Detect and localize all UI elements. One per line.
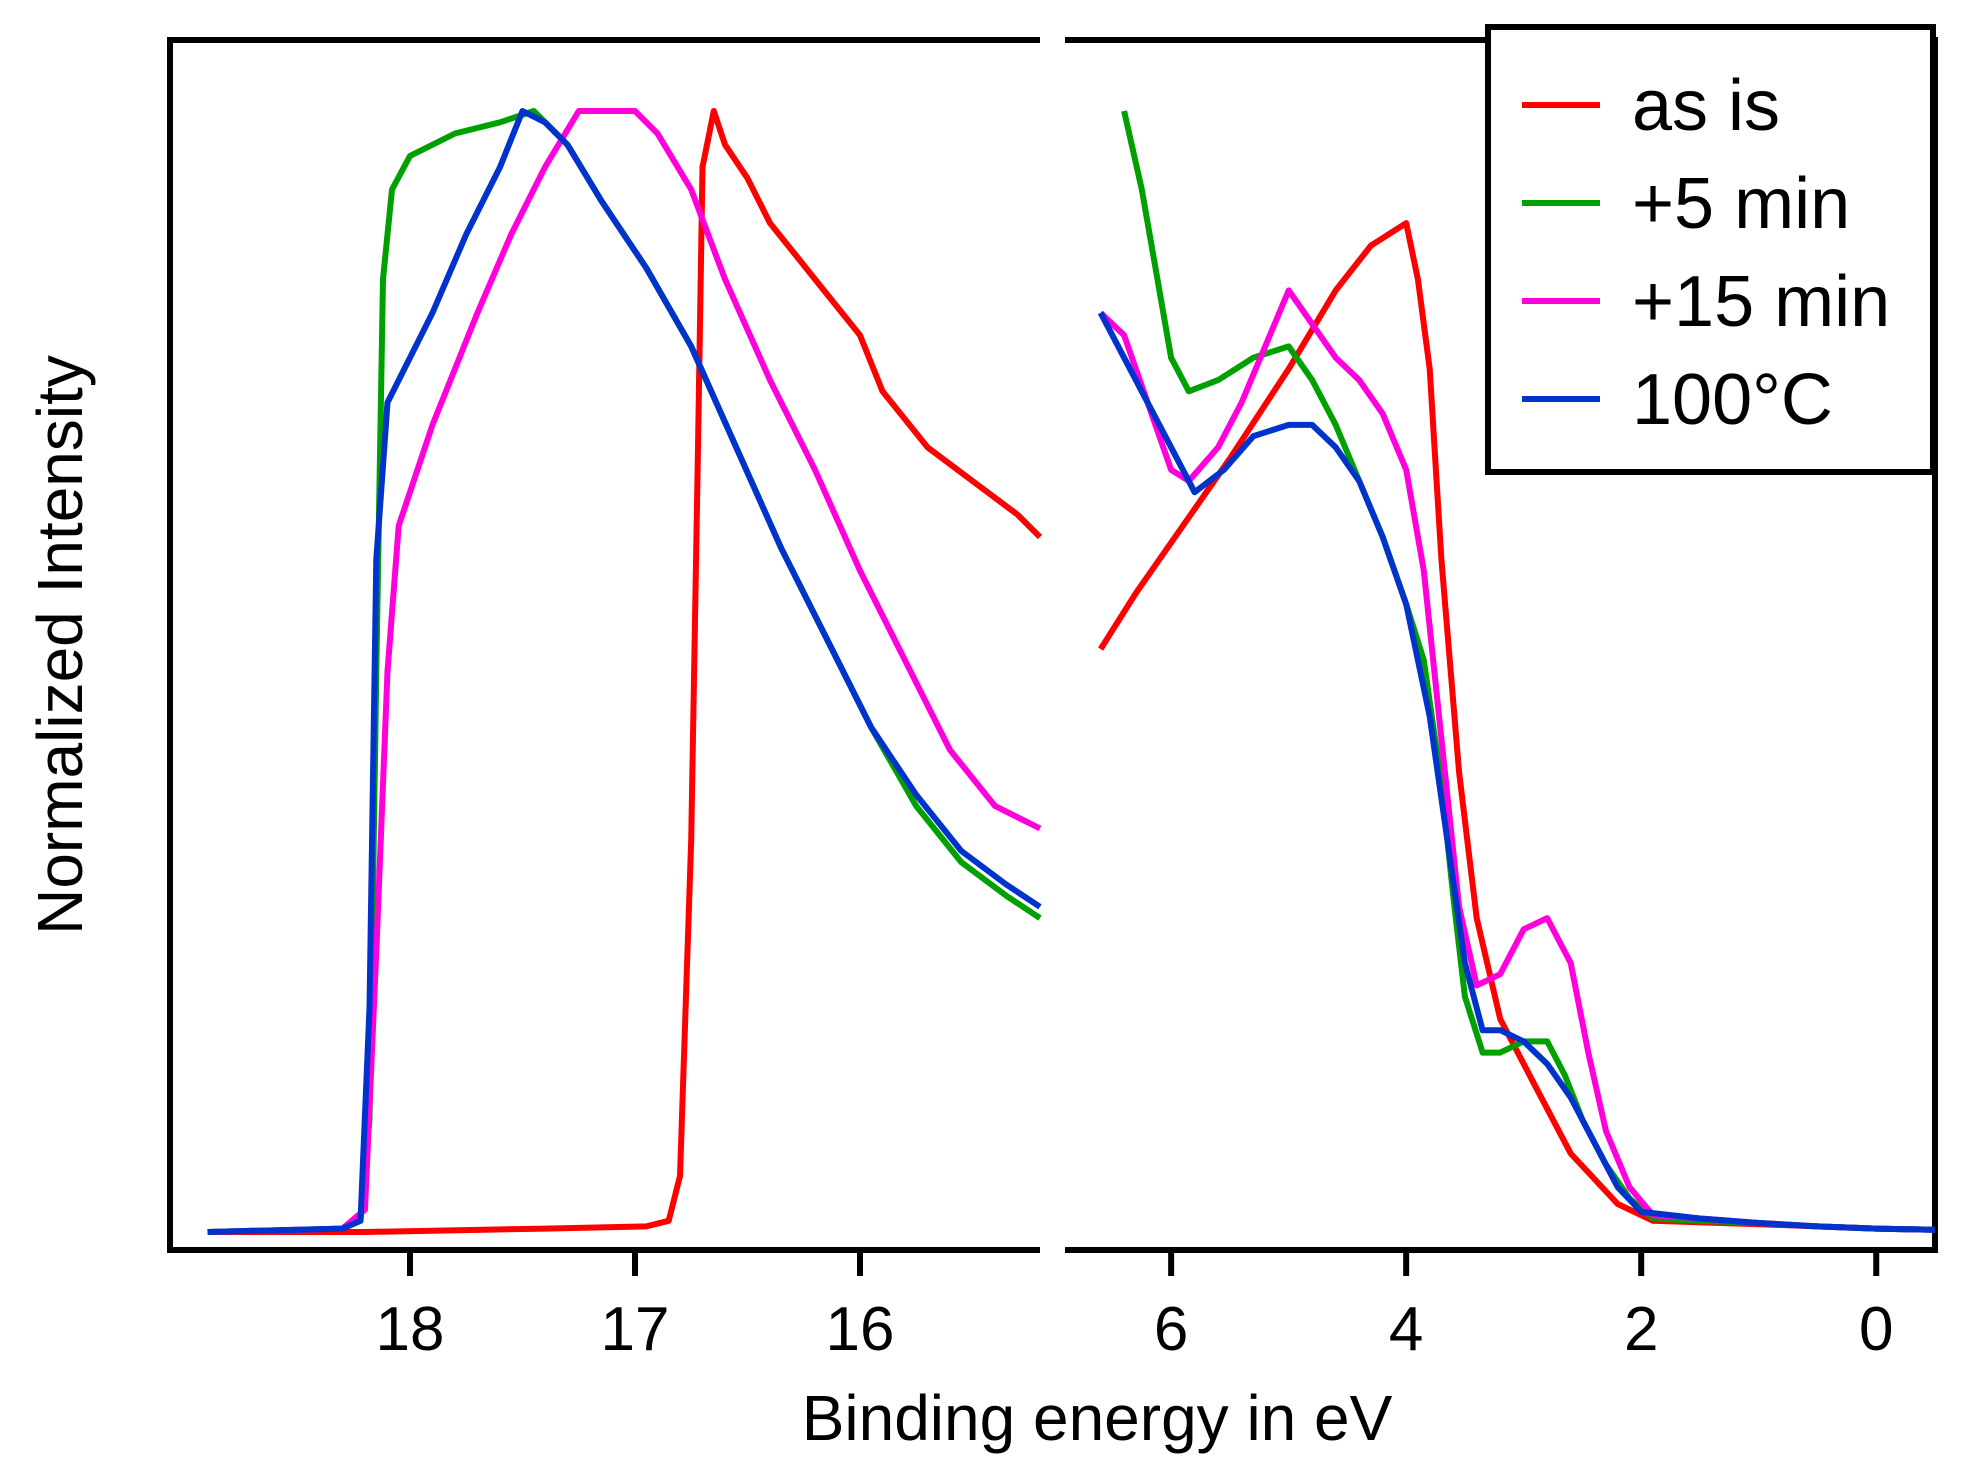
right-tick-label-3: 0 — [1859, 1295, 1893, 1364]
series-4-left-line — [207, 108, 1042, 1235]
left-tick-label-0: 18 — [376, 1295, 445, 1364]
series-1-right-line — [1098, 220, 1936, 1233]
legend-label-4: 100°C — [1632, 360, 1833, 440]
right-tick-label-1: 4 — [1389, 1295, 1423, 1364]
tick-layer: 18 17 16 6 4 2 0 — [376, 1250, 1893, 1364]
series-layer — [207, 108, 1936, 1235]
right-tick-label-2: 2 — [1624, 1295, 1658, 1364]
series-1-left-line — [207, 108, 1043, 1235]
left-panel — [167, 37, 1040, 1253]
series-3-left-line — [207, 108, 1042, 1235]
legend: as is +5 min +15 min 100°C — [1485, 24, 1936, 475]
y-axis-title: Normalized Intensity — [24, 355, 96, 935]
legend-label-3: +15 min — [1632, 262, 1890, 342]
legend-label-1: as is — [1632, 66, 1780, 146]
left-tick-label-1: 17 — [601, 1295, 670, 1364]
series-2-left-line — [207, 108, 1042, 1235]
right-tick-label-0: 6 — [1154, 1295, 1188, 1364]
x-axis-title: Binding energy in eV — [802, 1382, 1393, 1454]
legend-label-2: +5 min — [1632, 164, 1850, 244]
left-tick-label-2: 16 — [826, 1295, 895, 1364]
series-4-right-line — [1097, 311, 1936, 1233]
